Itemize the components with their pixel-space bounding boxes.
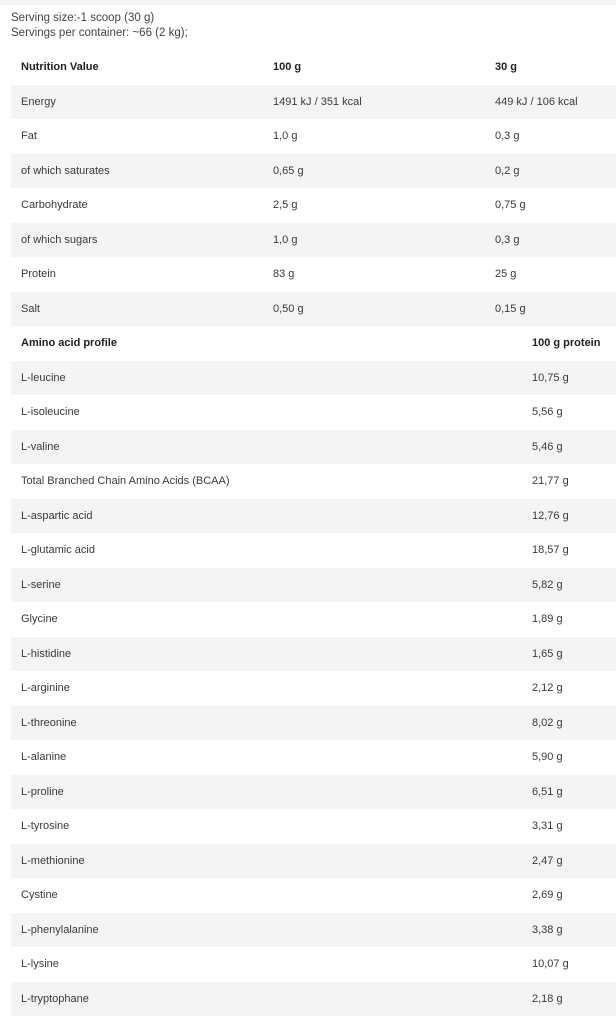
- table-cell: 2,18 g: [532, 992, 563, 1005]
- table-cell: L-aspartic acid: [21, 509, 93, 522]
- table-cell: L-isoleucine: [21, 406, 80, 418]
- table-cell: 3,31 g: [532, 820, 563, 832]
- amino-row: L-methionine 2,47 g: [11, 843, 616, 878]
- table-cell: Protein: [21, 268, 56, 280]
- table-cell: 0,3 g: [495, 233, 520, 246]
- table-cell: 0,3 g: [495, 130, 520, 142]
- table-cell: Salt: [21, 302, 40, 315]
- amino-row: Glycine 1,89 g: [11, 602, 616, 637]
- table-cell: 5,46 g: [532, 440, 563, 453]
- table-cell: 21,77 g: [532, 475, 569, 487]
- nutrition-row: of which sugars 1,0 g 0,3 g: [11, 222, 616, 257]
- table-cell: 0,50 g: [273, 302, 304, 315]
- table-cell: L-leucine: [21, 371, 66, 384]
- table-cell: 1,89 g: [532, 613, 563, 625]
- table-cell: 3,38 g: [532, 923, 563, 936]
- table-cell: 1,65 g: [532, 647, 563, 660]
- table-cell: 2,47 g: [532, 854, 563, 867]
- table-cell: 2,69 g: [532, 889, 563, 901]
- table-cell: L-threonine: [21, 716, 77, 729]
- table-cell: L-arginine: [21, 682, 70, 694]
- table-cell: L-serine: [21, 578, 61, 591]
- amino-row: Cystine 2,69 g: [11, 878, 616, 913]
- table-cell: 449 kJ / 106 kcal: [495, 95, 578, 108]
- amino-row: L-lysine 10,07 g: [11, 947, 616, 982]
- table-cell: 1,0 g: [273, 233, 298, 246]
- table-cell: 1491 kJ / 351 kcal: [273, 95, 362, 108]
- amino-row: L-proline 6,51 g: [11, 774, 616, 809]
- table-cell: 0,2 g: [495, 164, 520, 177]
- table-cell: L-lysine: [21, 958, 59, 970]
- amino-row: L-aspartic acid 12,76 g: [11, 498, 616, 533]
- amino-row: L-serine 5,82 g: [11, 567, 616, 602]
- table-cell: 0,65 g: [273, 164, 304, 177]
- table-cell: L-histidine: [21, 647, 72, 660]
- table-cell: Nutrition Value: [21, 61, 99, 73]
- amino-row: L-isoleucine 5,56 g: [11, 395, 616, 430]
- table-cell: 83 g: [273, 268, 295, 280]
- table-cell: 0,15 g: [495, 302, 526, 315]
- nutrition-row: Energy 1491 kJ / 351 kcal 449 kJ / 106 kca…: [11, 84, 616, 119]
- table-cell: 18,57 g: [532, 544, 569, 556]
- table-cell: 1,0 g: [273, 130, 298, 142]
- nutrition-row: Fat 1,0 g 0,3 g: [11, 119, 616, 154]
- table-cell: 8,02 g: [532, 716, 563, 729]
- table-cell: 12,76 g: [532, 509, 569, 522]
- table-cell: 100 g protein: [532, 337, 601, 349]
- table-cell: 2,12 g: [532, 682, 563, 694]
- table-cell: 6,51 g: [532, 785, 563, 798]
- table-cell: Carbohydrate: [21, 199, 88, 211]
- nutrition-row: Salt 0,50 g 0,15 g: [11, 291, 616, 326]
- servings-per-container: Servings per container: ~66 (2 kg);: [11, 27, 188, 39]
- nutrition-header-row: Nutrition Value 100 g 30 g: [11, 50, 616, 85]
- table-cell: Amino acid profile: [21, 337, 117, 349]
- amino-row: L-glutamic acid 18,57 g: [11, 533, 616, 568]
- table-cell: 0,75 g: [495, 199, 526, 211]
- amino-row: L-valine 5,46 g: [11, 429, 616, 464]
- table-cell: L-valine: [21, 440, 60, 453]
- table-cell: L-phenylalanine: [21, 923, 99, 936]
- table-cell: of which sugars: [21, 233, 98, 246]
- table-cell: L-tyrosine: [21, 820, 70, 832]
- amino-row: L-histidine 1,65 g: [11, 636, 616, 671]
- table-cell: Cystine: [21, 889, 58, 901]
- table-cell: 30 g: [495, 61, 518, 73]
- amino-row: L-phenylalanine 3,38 g: [11, 912, 616, 947]
- table-cell: 10,75 g: [532, 371, 569, 384]
- table-cell: 25 g: [495, 268, 517, 280]
- table-cell: L-alanine: [21, 751, 67, 763]
- amino-header-row: Amino acid profile 100 g protein: [11, 326, 616, 361]
- table-cell: L-proline: [21, 785, 64, 798]
- serving-info: Serving size:-1 scoop (30 g) Servings pe…: [11, 11, 188, 41]
- table-cell: 100 g: [273, 61, 302, 73]
- table-cell: Total Branched Chain Amino Acids (BCAA): [21, 475, 230, 487]
- table-cell: Fat: [21, 130, 37, 142]
- table-cell: 2,5 g: [273, 199, 298, 211]
- table-cell: 5,90 g: [532, 751, 563, 763]
- nutrition-table: Nutrition Value 100 g 30 g Energy 1491 kJ / …: [11, 50, 616, 1016]
- table-cell: L-tryptophane: [21, 992, 89, 1005]
- amino-row: L-arginine 2,12 g: [11, 671, 616, 706]
- nutrition-row: of which saturates 0,65 g 0,2 g: [11, 153, 616, 188]
- nutrition-row: Protein 83 g 25 g: [11, 257, 616, 292]
- serving-size: Serving size:-1 scoop (30 g): [11, 12, 155, 24]
- table-cell: Glycine: [21, 613, 58, 625]
- table-cell: L-glutamic acid: [21, 544, 95, 556]
- table-cell: 5,56 g: [532, 406, 563, 418]
- table-cell: of which saturates: [21, 164, 110, 177]
- table-cell: Energy: [21, 95, 56, 108]
- table-cell: L-methionine: [21, 854, 85, 867]
- amino-row: Total Branched Chain Amino Acids (BCAA) 2…: [11, 464, 616, 499]
- amino-row: L-tyrosine 3,31 g: [11, 809, 616, 844]
- nutrition-row: Carbohydrate 2,5 g 0,75 g: [11, 188, 616, 223]
- table-cell: 5,82 g: [532, 578, 563, 591]
- table-cell: 10,07 g: [532, 958, 569, 970]
- top-divider: [0, 0, 616, 5]
- amino-row: L-tryptophane 2,18 g: [11, 981, 616, 1016]
- amino-row: L-threonine 8,02 g: [11, 705, 616, 740]
- amino-row: L-leucine 10,75 g: [11, 360, 616, 395]
- amino-row: L-alanine 5,90 g: [11, 740, 616, 775]
